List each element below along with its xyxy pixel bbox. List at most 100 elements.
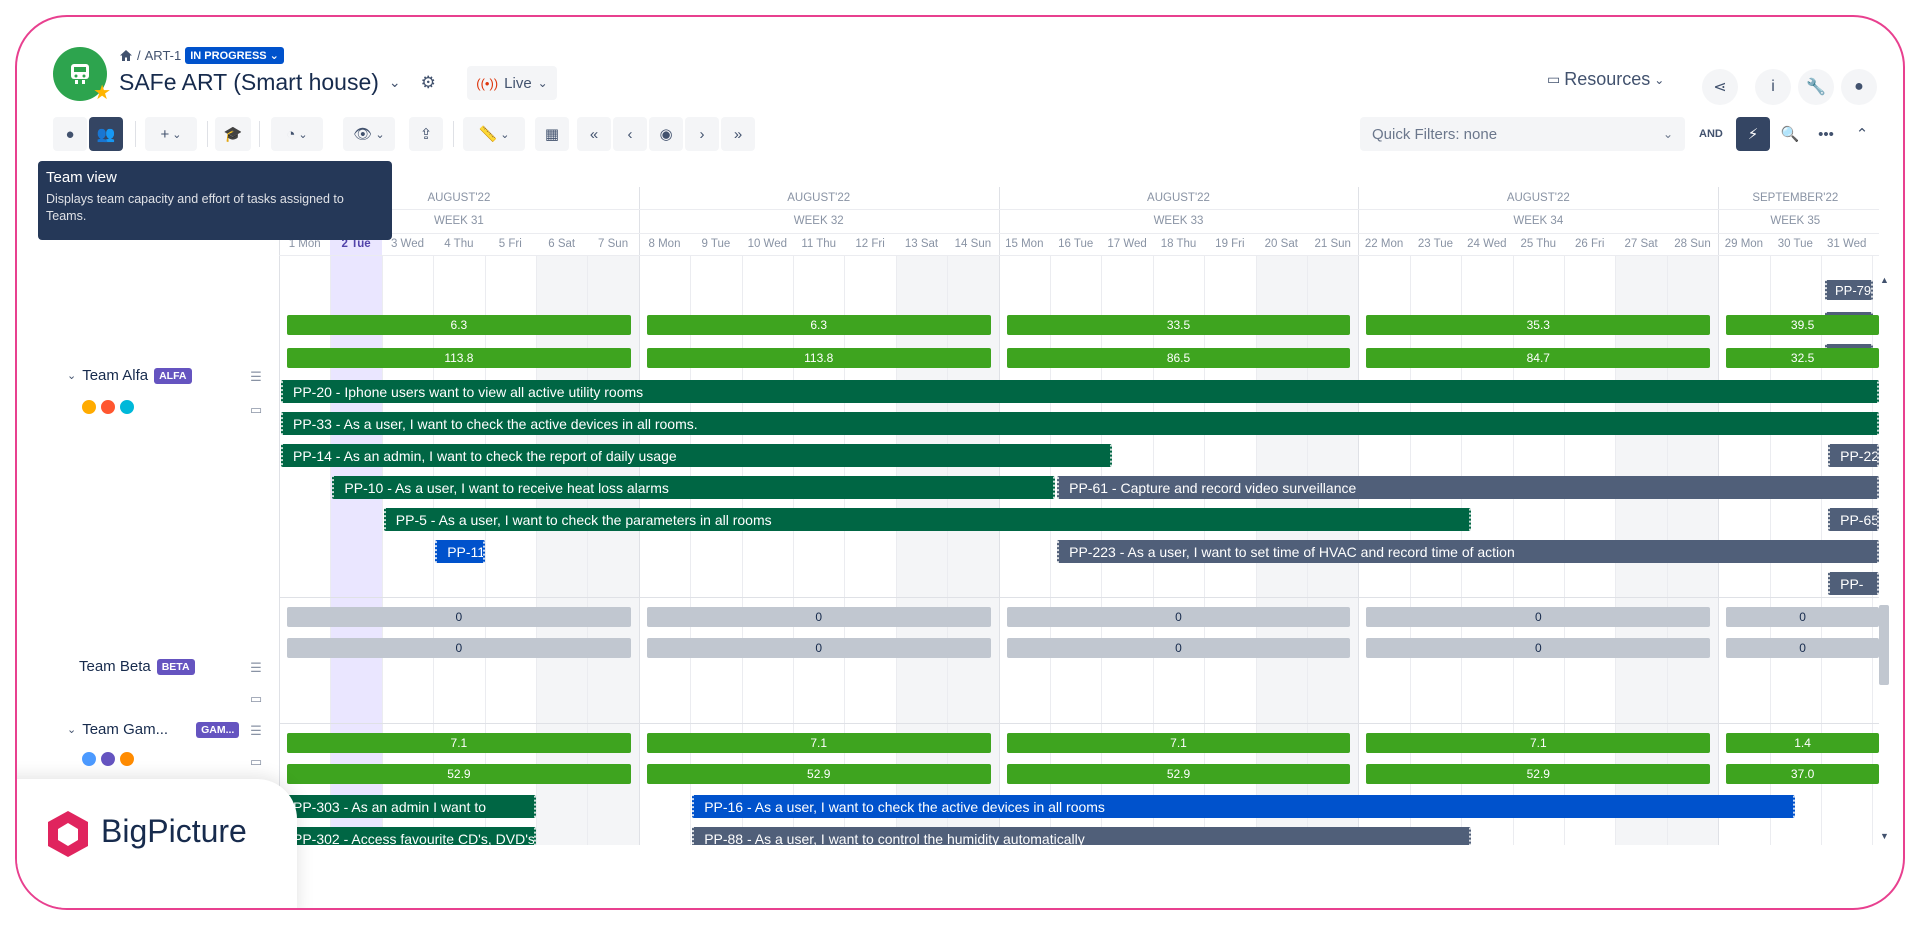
capacity-bar: 0	[1726, 638, 1879, 658]
task-bar[interactable]: PP-14 - As an admin, I want to check the…	[281, 444, 1112, 467]
quick-filters-select[interactable]: Quick Filters: none ⌄	[1360, 117, 1685, 151]
add-button[interactable]: + ⌄	[145, 117, 197, 151]
and-toggle[interactable]: AND	[1699, 128, 1723, 140]
task-bar[interactable]: PP-	[1828, 572, 1879, 595]
capacity-icon: ▭	[249, 691, 263, 706]
task-bar[interactable]: PP-88 - As a user, I want to control the…	[692, 827, 1472, 845]
day-header: 29 Mon	[1724, 238, 1764, 250]
chevron-right-icon[interactable]: ›	[685, 117, 719, 151]
info-icon[interactable]: i	[1755, 69, 1791, 105]
grid-line	[279, 209, 1879, 210]
avatar[interactable]	[99, 750, 117, 768]
team-view-button[interactable]: 👥	[89, 117, 123, 151]
user-icon[interactable]: ●	[1841, 69, 1877, 105]
home-icon[interactable]	[119, 49, 133, 62]
scroll-up-icon[interactable]: ▲	[1880, 275, 1889, 285]
chevron-down-icon[interactable]: ⌄	[388, 74, 401, 90]
chevron-down-icon[interactable]: ⌄	[67, 724, 77, 736]
day-header: 31 Wed	[1826, 238, 1867, 250]
breadcrumb-art[interactable]: ART-1	[144, 48, 182, 63]
chevron-down-icon: ⌄	[1654, 72, 1665, 87]
task-bar[interactable]: PP-303 - As an admin I want to	[281, 795, 536, 818]
graduation-cap-icon[interactable]: 🎓	[215, 117, 251, 151]
today-column	[330, 255, 382, 845]
task-list-icon: ☰	[250, 660, 262, 675]
day-header: 28 Sun	[1674, 238, 1711, 250]
capacity-bar: 32.5	[1726, 348, 1879, 368]
lightning-icon[interactable]: ⚡	[1736, 117, 1770, 151]
status-badge[interactable]: IN PROGRESS ⌄	[185, 47, 284, 64]
team-alfa-label[interactable]: ⌄ Team Alfa ALFA	[67, 367, 192, 384]
day-header: 8 Mon	[648, 238, 681, 250]
view-button[interactable]: 👁 ⌄	[343, 117, 395, 151]
export-icon[interactable]: ⇪	[409, 117, 443, 151]
day-header: 6 Sat	[548, 238, 576, 250]
avatar[interactable]	[118, 750, 136, 768]
page-title[interactable]: SAFe ART (Smart house) ⌄ ⚙	[119, 69, 436, 95]
app-logo-icon: ★	[53, 47, 111, 103]
team-separator	[279, 597, 1879, 598]
single-user-view-button[interactable]: ●	[53, 117, 87, 151]
double-chevron-left-icon[interactable]: «	[577, 117, 611, 151]
avatar[interactable]	[99, 398, 117, 416]
breadcrumb-separator: /	[137, 48, 141, 63]
more-icon[interactable]: •••	[1818, 125, 1834, 143]
task-bar[interactable]: PP-10 - As a user, I want to receive hea…	[332, 476, 1056, 499]
day-header: 5 Fri	[498, 238, 522, 250]
chevron-down-icon: ⌄	[500, 128, 510, 141]
day-header: 4 Thu	[444, 238, 474, 250]
capacity-bar: 37.0	[1726, 764, 1879, 784]
search-icon[interactable]: 🔍	[1780, 126, 1800, 143]
team-separator	[279, 723, 1879, 724]
weekend-column	[587, 255, 639, 845]
calendar-icon[interactable]: ▦	[535, 117, 569, 151]
task-bar[interactable]: PP-223 - As a user, I want to set time o…	[1057, 540, 1879, 563]
gear-icon[interactable]: ⚙	[420, 72, 436, 92]
vertical-scrollbar[interactable]: ▲ ▼	[1876, 275, 1892, 845]
task-bar[interactable]: PP-20 - Iphone users want to view all ac…	[281, 380, 1879, 403]
gauge-button[interactable]: ◔ ⌄	[271, 117, 323, 151]
chevron-left-icon[interactable]: ‹	[613, 117, 647, 151]
scrollbar-thumb[interactable]	[1879, 605, 1889, 685]
grid-line	[330, 255, 332, 845]
bigpicture-logo-icon	[48, 811, 88, 857]
task-bar[interactable]: PP-33 - As a user, I want to check the a…	[281, 412, 1879, 435]
resources-button[interactable]: ▭ Resources ⌄	[1547, 69, 1665, 89]
ruler-button[interactable]: 📏 ⌄	[463, 117, 525, 151]
share-icon[interactable]: ⋖	[1702, 69, 1738, 105]
capacity-bar: 52.9	[646, 764, 991, 784]
avatar[interactable]	[118, 398, 136, 416]
favorite-star-icon[interactable]: ★	[93, 82, 111, 104]
person-icon: ●	[65, 125, 75, 143]
gantt-grid[interactable]: AUGUST'22 WEEK 31 AUGUST'22 WEEK 32 AUGUST'2…	[279, 187, 1879, 845]
week-header: WEEK 32	[793, 215, 844, 227]
wrench-icon[interactable]: 🔧	[1798, 69, 1834, 105]
avatar[interactable]	[80, 398, 98, 416]
task-bar[interactable]: PP-22	[1828, 444, 1879, 467]
day-header: 27 Sat	[1624, 238, 1658, 250]
collapse-icon[interactable]: ⌃	[1855, 126, 1869, 143]
effort-bar: 7.1	[646, 733, 991, 753]
double-chevron-right-icon[interactable]: »	[721, 117, 755, 151]
live-button[interactable]: ((•)) Live ⌄	[467, 66, 557, 100]
task-bar[interactable]: PP-79	[1825, 280, 1873, 300]
task-bar[interactable]: PP-5 - As a user, I want to check the pa…	[383, 508, 1472, 531]
divider	[259, 121, 260, 147]
scroll-down-icon[interactable]: ▼	[1880, 831, 1889, 841]
chevron-down-icon[interactable]: ⌄	[67, 370, 77, 382]
task-bar[interactable]: PP-11	[435, 540, 485, 563]
chevron-down-icon: ⌄	[298, 128, 308, 141]
task-bar[interactable]: PP-16 - As a user, I want to check the a…	[692, 795, 1796, 818]
grid-line	[279, 233, 1879, 234]
task-bar[interactable]: PP-65	[1828, 508, 1879, 531]
capacity-bar: 52.9	[287, 764, 631, 784]
team-beta-label[interactable]: Team Beta BETA	[79, 658, 195, 675]
task-bar[interactable]: PP-302 - Access favourite CD's, DVD's	[281, 827, 536, 845]
target-today-icon[interactable]: ◉	[649, 117, 683, 151]
task-bar[interactable]: PP-61 - Capture and record video surveil…	[1057, 476, 1879, 499]
effort-bar: 6.3	[287, 315, 631, 335]
day-header: 11 Thu	[801, 238, 837, 250]
day-header: 1 Mon	[288, 238, 321, 250]
team-gamma-label[interactable]: ⌄ Team Gam... GAM...	[67, 721, 240, 738]
avatar[interactable]	[80, 750, 98, 768]
